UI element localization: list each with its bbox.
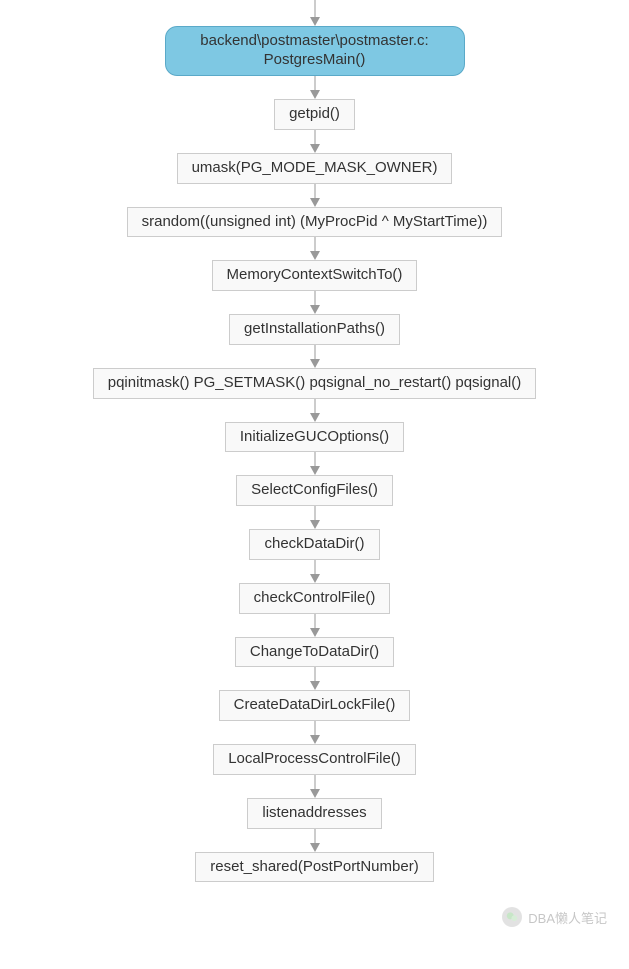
start-node: backend\postmaster\postmaster.c:Postgres…	[165, 26, 465, 76]
node-label: CreateDataDirLockFile()	[234, 696, 396, 715]
node-label: SelectConfigFiles()	[251, 481, 378, 500]
node-label: reset_shared(PostPortNumber)	[210, 858, 418, 877]
wechat-icon	[502, 907, 522, 927]
arrow	[314, 76, 316, 99]
process-node: pqinitmask() PG_SETMASK() pqsignal_no_re…	[93, 368, 537, 399]
process-node: srandom((unsigned int) (MyProcPid ^ MySt…	[127, 207, 503, 238]
process-node: getpid()	[274, 99, 355, 130]
node-label: MemoryContextSwitchTo()	[227, 266, 403, 285]
process-node: LocalProcessControlFile()	[213, 744, 416, 775]
process-node: ChangeToDataDir()	[235, 637, 394, 668]
process-node: MemoryContextSwitchTo()	[212, 260, 418, 291]
process-node: getInstallationPaths()	[229, 314, 400, 345]
watermark: DBA懒人笔记	[502, 907, 607, 927]
arrow	[314, 237, 316, 260]
node-label: umask(PG_MODE_MASK_OWNER)	[192, 159, 438, 178]
arrow	[314, 399, 316, 422]
arrow	[314, 0, 316, 26]
node-label: LocalProcessControlFile()	[228, 750, 401, 769]
process-node: reset_shared(PostPortNumber)	[195, 852, 433, 883]
node-label: checkControlFile()	[254, 589, 376, 608]
arrow	[314, 667, 316, 690]
node-label: InitializeGUCOptions()	[240, 428, 389, 447]
node-label: getpid()	[289, 105, 340, 124]
node-label: PostgresMain()	[264, 51, 366, 70]
watermark-text: DBA懒人笔记	[528, 908, 607, 927]
node-label: listenaddresses	[262, 804, 366, 823]
arrow	[314, 829, 316, 852]
node-label: checkDataDir()	[264, 535, 364, 554]
node-label: pqinitmask() PG_SETMASK() pqsignal_no_re…	[108, 374, 522, 393]
arrow	[314, 721, 316, 744]
node-label: getInstallationPaths()	[244, 320, 385, 339]
process-node: checkDataDir()	[249, 529, 379, 560]
arrow	[314, 130, 316, 153]
process-node: CreateDataDirLockFile()	[219, 690, 411, 721]
arrow	[314, 506, 316, 529]
arrow	[314, 614, 316, 637]
flowchart-container: backend\postmaster\postmaster.c:Postgres…	[0, 0, 629, 882]
process-node: checkControlFile()	[239, 583, 391, 614]
process-node: umask(PG_MODE_MASK_OWNER)	[177, 153, 453, 184]
arrow	[314, 560, 316, 583]
node-label: backend\postmaster\postmaster.c:	[200, 32, 428, 51]
process-node: listenaddresses	[247, 798, 381, 829]
process-node: SelectConfigFiles()	[236, 475, 393, 506]
arrow	[314, 291, 316, 314]
arrow	[314, 452, 316, 475]
arrow	[314, 184, 316, 207]
arrow	[314, 775, 316, 798]
arrow	[314, 345, 316, 368]
node-label: srandom((unsigned int) (MyProcPid ^ MySt…	[142, 213, 488, 232]
node-label: ChangeToDataDir()	[250, 643, 379, 662]
process-node: InitializeGUCOptions()	[225, 422, 404, 453]
